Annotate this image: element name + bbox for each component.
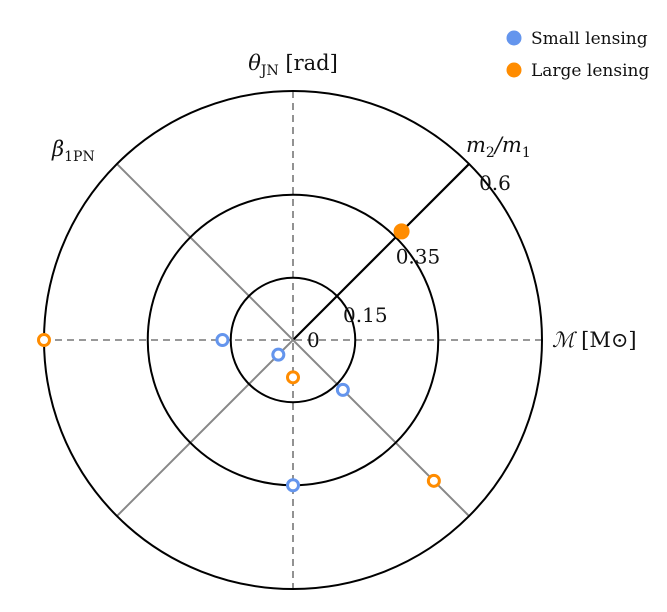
ring-0 (229, 276, 357, 404)
axis-spoke-m2_over_m1 (292, 163, 470, 341)
legend-marker-large-lensing (506, 62, 522, 78)
axis-label-theta_jn: θJN [rad] (248, 51, 338, 79)
data-point-large-lensing-0 (37, 333, 51, 347)
ring-label-2: 0.6 (479, 171, 511, 195)
data-point-large-lensing-1 (286, 370, 300, 385)
highlight-point-m2_over_m1 (393, 223, 410, 240)
axis-spoke-m2_over_m1-opposite (116, 339, 294, 517)
legend-label-small-lensing: Small lensing (531, 29, 648, 49)
data-point-small-lensing-1 (271, 347, 286, 362)
ring-label-0: 0.15 (343, 303, 388, 327)
axis-label-m2_over_m1: m2/m1 (466, 133, 531, 161)
data-point-large-lensing-2 (426, 473, 441, 488)
legend-label-large-lensing: Large lensing (531, 61, 649, 81)
legend-marker-small-lensing (506, 30, 522, 46)
ring-label-1: 0.35 (396, 244, 441, 268)
origin-label: 0 (307, 328, 320, 352)
data-point-small-lensing-2 (335, 382, 350, 397)
axis-label-beta_1pn: β1PN (51, 137, 95, 165)
data-point-small-lensing-3 (286, 478, 300, 493)
axis-spoke-beta_1pn (116, 163, 470, 517)
data-point-small-lensing-0 (215, 333, 230, 347)
axis-label-chirp_mass: ℳ [M⊙] (552, 328, 637, 352)
